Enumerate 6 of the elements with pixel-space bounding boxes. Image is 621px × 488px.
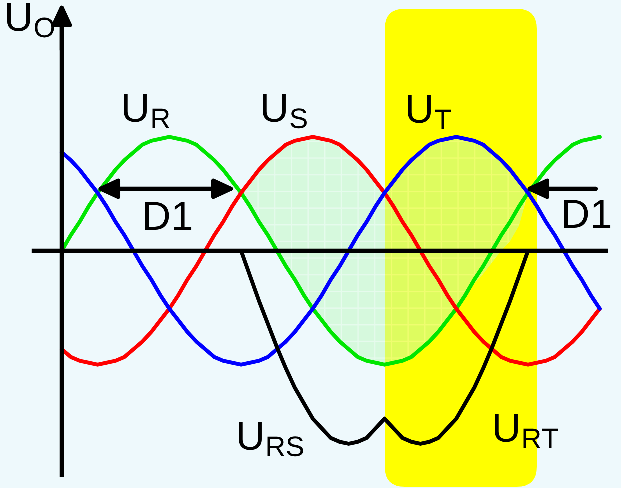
series-label: U$_{RS}$ (239, 422, 304, 457)
series-label: U$_{T}$ (408, 95, 452, 130)
series-label: U$_{S}$ (263, 94, 307, 129)
series-label: U$_{R}$ (124, 94, 170, 128)
annotation: D1 (145, 202, 192, 230)
annotation: D1 (564, 200, 611, 228)
